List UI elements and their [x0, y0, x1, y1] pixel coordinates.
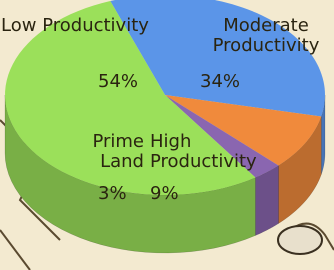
- slice-value-label: 9%: [150, 184, 179, 204]
- slice-label: Moderate Productivity: [196, 16, 334, 56]
- slice-label: High Productivity: [150, 132, 290, 172]
- slice-value-label: 34%: [200, 72, 240, 92]
- hand-sketch: [278, 226, 322, 254]
- slice-label: Low Productivity: [0, 16, 150, 36]
- slice-value-label: 3%: [98, 184, 127, 204]
- slice-label: Prime Land: [52, 132, 144, 172]
- page: Moderate Productivity 34% High Productivit…: [0, 0, 334, 270]
- slice-value-label: 54%: [98, 72, 138, 92]
